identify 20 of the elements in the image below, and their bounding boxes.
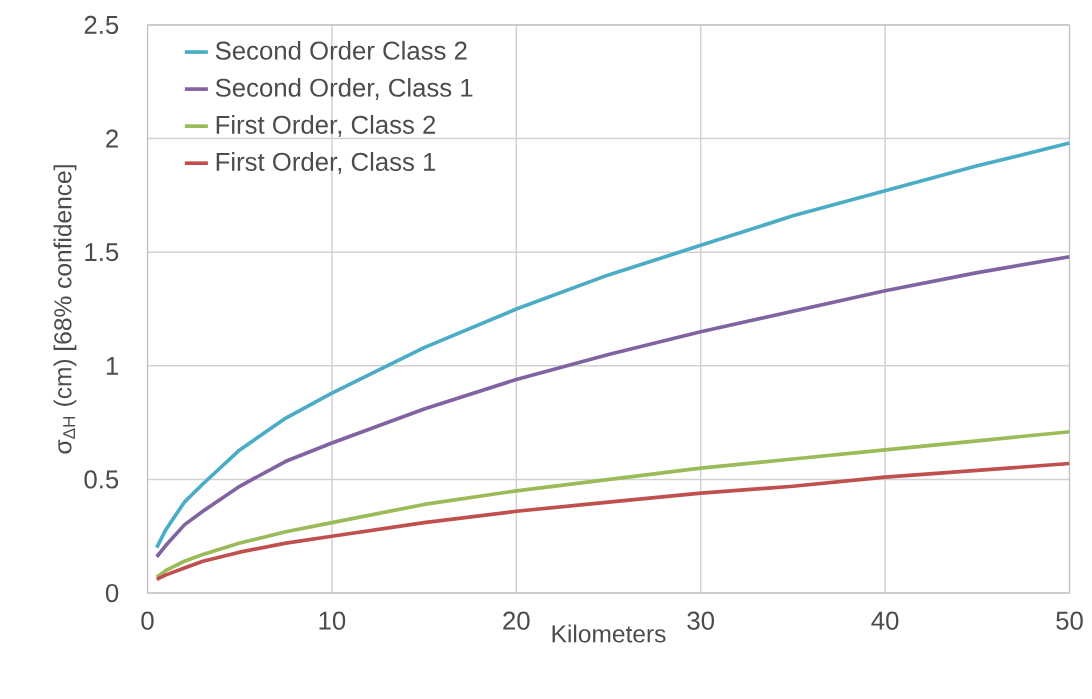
y-tick-label: 0 (105, 584, 119, 603)
x-tick-label: 0 (141, 611, 154, 630)
x-tick-label: 50 (1056, 611, 1083, 630)
legend-label: First Order, Class 2 (216, 115, 436, 138)
x-tick-label: 40 (871, 611, 899, 630)
y-tick-label: 1 (106, 357, 118, 375)
y-axis-title: σ$_{ΔH}$ (cm) [68% confidence] (53, 165, 77, 454)
x-tick-label: 20 (503, 611, 530, 630)
x-tick-label: 10 (319, 611, 346, 630)
y-tick-label: 1.5 (85, 243, 119, 262)
legend-label: First Order, Class 1 (216, 152, 436, 175)
line-series (154, 461, 1070, 582)
line-series (154, 141, 1070, 550)
legend-label: Second Order Class 2 (215, 41, 467, 60)
y-tick-label: 2 (106, 129, 118, 148)
legend-label: Second Order, Class 1 (215, 78, 473, 101)
x-axis-title: Kilometers (552, 624, 666, 643)
x-tick-label: 30 (687, 611, 715, 630)
y-tick-label: 2.5 (84, 15, 119, 35)
y-tick-label: 0.5 (84, 470, 119, 489)
